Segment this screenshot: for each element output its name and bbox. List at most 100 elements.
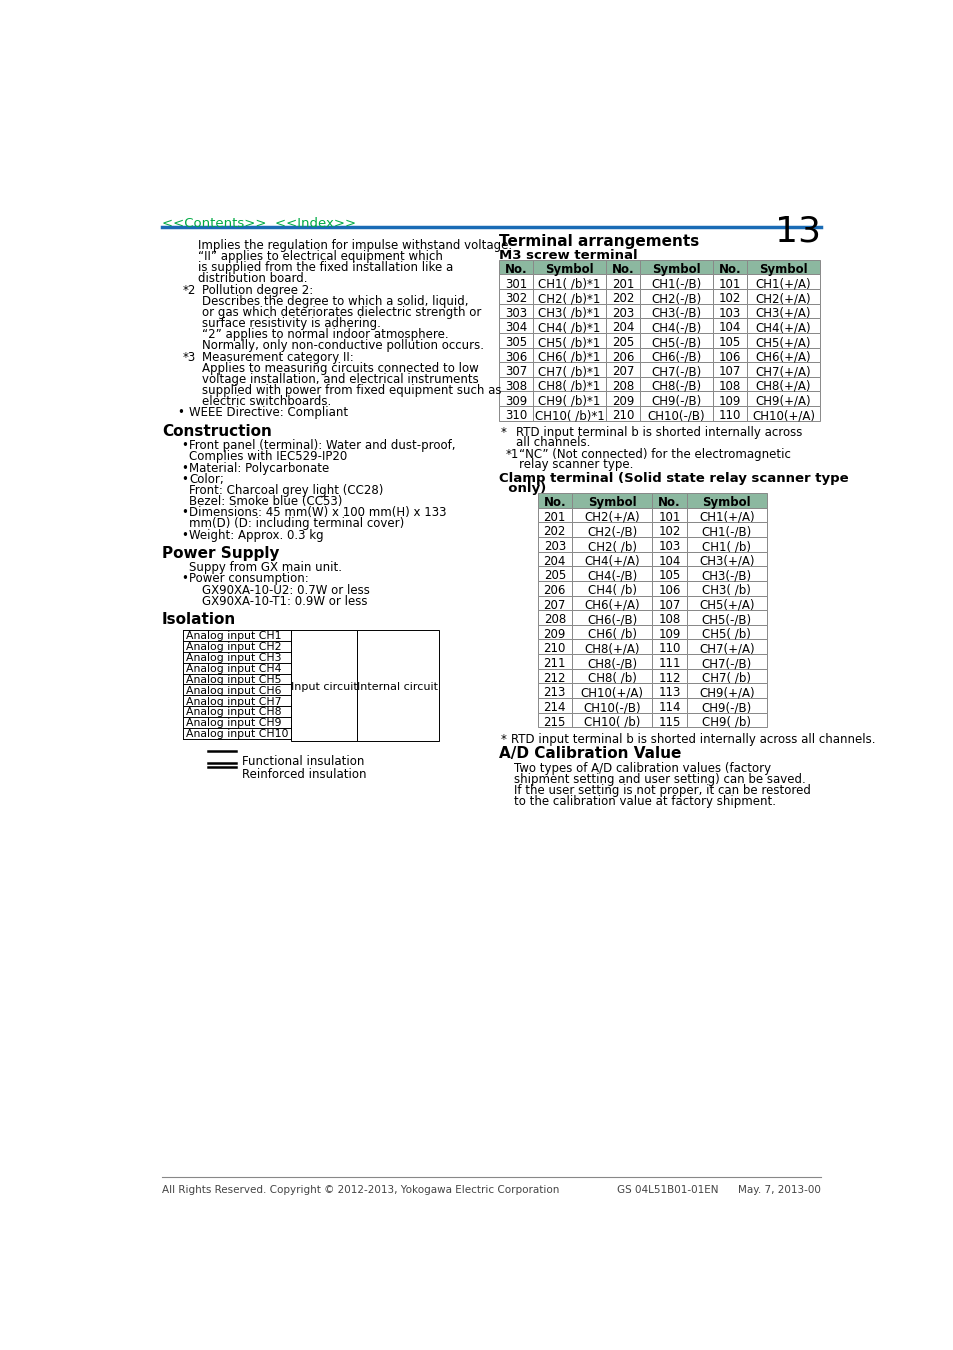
Bar xyxy=(291,630,356,741)
Bar xyxy=(686,640,766,653)
Text: CH10( /b): CH10( /b) xyxy=(583,716,639,729)
Bar xyxy=(498,347,533,362)
Text: 211: 211 xyxy=(543,657,565,670)
Text: CH9( /b)*1: CH9( /b)*1 xyxy=(537,394,600,408)
Text: Analog input CH3: Analog input CH3 xyxy=(186,653,281,663)
Bar xyxy=(686,566,766,580)
Text: CH5( /b)*1: CH5( /b)*1 xyxy=(537,336,600,350)
Text: CH6(-/B): CH6(-/B) xyxy=(586,613,637,626)
Bar xyxy=(571,493,652,508)
Text: CH7( /b)*1: CH7( /b)*1 xyxy=(537,366,600,378)
Bar xyxy=(533,362,605,377)
Text: Normally, only non-conductive pollution occurs.: Normally, only non-conductive pollution … xyxy=(202,339,484,352)
Bar xyxy=(712,362,746,377)
Bar xyxy=(652,713,686,728)
Text: CH2(+/A): CH2(+/A) xyxy=(755,292,810,305)
Text: CH3( /b)*1: CH3( /b)*1 xyxy=(537,306,600,320)
Bar xyxy=(746,377,819,392)
Text: relay scanner type.: relay scanner type. xyxy=(518,458,633,471)
Text: CH10(+/A): CH10(+/A) xyxy=(580,686,643,699)
Bar xyxy=(639,347,712,362)
Text: CH6(+/A): CH6(+/A) xyxy=(755,351,810,363)
Bar xyxy=(533,304,605,319)
Text: •: • xyxy=(181,506,188,520)
Text: 304: 304 xyxy=(504,321,527,335)
Text: CH1( /b): CH1( /b) xyxy=(701,540,751,553)
Bar xyxy=(639,319,712,333)
Text: 201: 201 xyxy=(611,278,634,290)
Bar xyxy=(605,377,639,392)
Text: 209: 209 xyxy=(611,394,634,408)
Text: “NC” (Not connected) for the electromagnetic: “NC” (Not connected) for the electromagn… xyxy=(518,448,790,460)
Bar xyxy=(686,493,766,508)
Text: CH2( /b): CH2( /b) xyxy=(587,540,636,553)
Text: Input circuit: Input circuit xyxy=(291,682,357,693)
Bar xyxy=(537,522,571,537)
Text: 109: 109 xyxy=(718,394,740,408)
Text: GS 04L51B01-01EN      May. 7, 2013-00: GS 04L51B01-01EN May. 7, 2013-00 xyxy=(616,1184,820,1195)
Text: 103: 103 xyxy=(658,540,679,553)
Bar xyxy=(537,698,571,713)
Bar xyxy=(712,377,746,392)
Text: Applies to measuring circuits connected to low: Applies to measuring circuits connected … xyxy=(202,362,478,375)
Text: 13: 13 xyxy=(774,215,820,248)
Text: 203: 203 xyxy=(543,540,565,553)
Text: 107: 107 xyxy=(658,598,680,612)
Text: 102: 102 xyxy=(658,525,680,539)
Bar xyxy=(712,347,746,362)
Text: *: * xyxy=(500,427,506,439)
Text: A/D Calibration Value: A/D Calibration Value xyxy=(498,747,680,761)
Bar xyxy=(686,625,766,640)
Text: CH7(-/B): CH7(-/B) xyxy=(651,366,700,378)
Bar xyxy=(686,653,766,668)
Text: CH9(+/A): CH9(+/A) xyxy=(755,394,810,408)
Text: 101: 101 xyxy=(658,510,680,524)
Bar xyxy=(712,319,746,333)
Bar xyxy=(746,406,819,421)
Text: No.: No. xyxy=(504,263,527,275)
Bar xyxy=(639,377,712,392)
Bar xyxy=(639,274,712,289)
Text: CH1(-/B): CH1(-/B) xyxy=(651,278,700,290)
Bar xyxy=(712,289,746,304)
Text: 308: 308 xyxy=(504,379,527,393)
Bar xyxy=(652,537,686,552)
Bar xyxy=(746,319,819,333)
Text: 212: 212 xyxy=(543,672,565,684)
Bar xyxy=(537,552,571,566)
Bar xyxy=(605,333,639,347)
Bar xyxy=(746,362,819,377)
Text: 210: 210 xyxy=(611,409,634,423)
Text: Construction: Construction xyxy=(162,424,272,439)
Text: CH10(-/B): CH10(-/B) xyxy=(647,409,704,423)
Text: CH7( /b): CH7( /b) xyxy=(701,672,751,684)
Bar xyxy=(605,406,639,421)
Bar xyxy=(652,653,686,668)
Bar xyxy=(571,537,652,552)
Text: CH5(+/A): CH5(+/A) xyxy=(699,598,754,612)
Text: CH9(-/B): CH9(-/B) xyxy=(651,394,700,408)
Text: Analog input CH10: Analog input CH10 xyxy=(186,729,288,740)
Bar xyxy=(712,333,746,347)
Text: Terminal arrangements: Terminal arrangements xyxy=(498,234,699,248)
Text: CH2(+/A): CH2(+/A) xyxy=(584,510,639,524)
Bar xyxy=(571,508,652,522)
Text: •: • xyxy=(177,406,184,420)
Text: CH4(-/B): CH4(-/B) xyxy=(586,570,637,582)
Text: 214: 214 xyxy=(543,701,565,714)
Bar xyxy=(712,274,746,289)
Bar xyxy=(605,259,639,274)
Bar xyxy=(652,698,686,713)
Text: Front: Charcoal grey light (CC28): Front: Charcoal grey light (CC28) xyxy=(189,483,383,497)
Bar xyxy=(712,259,746,274)
Text: Power consumption:: Power consumption: xyxy=(189,572,309,586)
Bar xyxy=(652,552,686,566)
Bar xyxy=(571,683,652,698)
Text: CH9(+/A): CH9(+/A) xyxy=(699,686,754,699)
Bar xyxy=(533,347,605,362)
Text: All Rights Reserved. Copyright © 2012-2013, Yokogawa Electric Corporation: All Rights Reserved. Copyright © 2012-20… xyxy=(162,1184,558,1195)
Text: 202: 202 xyxy=(611,292,634,305)
Text: Analog input CH9: Analog input CH9 xyxy=(186,718,281,729)
Text: Isolation: Isolation xyxy=(162,612,236,626)
Text: CH2( /b)*1: CH2( /b)*1 xyxy=(537,292,600,305)
